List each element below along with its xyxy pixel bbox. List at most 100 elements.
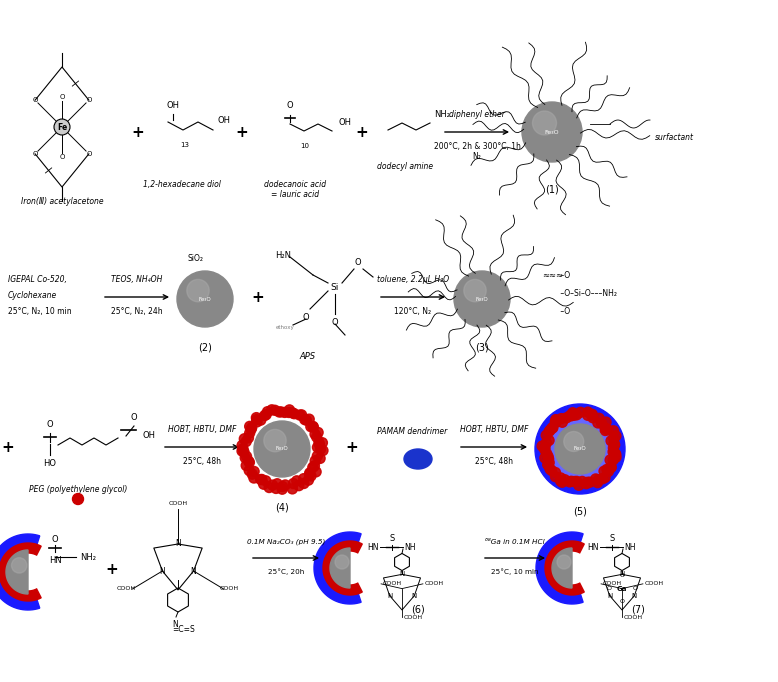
Circle shape xyxy=(566,476,576,486)
Circle shape xyxy=(251,413,261,423)
Circle shape xyxy=(251,415,261,425)
Circle shape xyxy=(187,280,209,302)
Text: O: O xyxy=(303,313,310,322)
Circle shape xyxy=(257,475,267,484)
Circle shape xyxy=(608,455,619,465)
Text: O: O xyxy=(86,151,92,157)
Circle shape xyxy=(299,479,309,488)
Circle shape xyxy=(593,477,602,488)
Text: dodecanoic acid
= lauric acid: dodecanoic acid = lauric acid xyxy=(264,180,326,199)
Text: S: S xyxy=(609,534,615,543)
Circle shape xyxy=(602,464,612,475)
Circle shape xyxy=(545,464,555,474)
Text: O: O xyxy=(131,413,137,422)
Text: COOH: COOH xyxy=(624,614,643,620)
Text: =C=S: =C=S xyxy=(172,625,194,634)
Circle shape xyxy=(583,411,593,420)
Circle shape xyxy=(256,475,266,484)
Circle shape xyxy=(241,451,251,461)
Circle shape xyxy=(556,413,566,424)
Circle shape xyxy=(587,410,597,420)
Circle shape xyxy=(289,409,300,419)
Text: O: O xyxy=(286,101,293,110)
Circle shape xyxy=(264,430,286,451)
Circle shape xyxy=(289,479,298,488)
Circle shape xyxy=(544,435,554,445)
Text: COOH: COOH xyxy=(383,581,402,587)
Circle shape xyxy=(581,479,591,489)
Polygon shape xyxy=(545,541,584,595)
Circle shape xyxy=(565,477,575,487)
Circle shape xyxy=(314,438,324,447)
Circle shape xyxy=(557,417,567,428)
Circle shape xyxy=(244,421,254,432)
Text: 200°C, 2h & 300°C, 1h
N₂: 200°C, 2h & 300°C, 1h N₂ xyxy=(433,142,520,162)
Circle shape xyxy=(594,475,603,485)
Circle shape xyxy=(280,407,289,417)
Circle shape xyxy=(608,433,619,443)
Circle shape xyxy=(237,441,247,450)
Circle shape xyxy=(611,431,621,441)
Text: (5): (5) xyxy=(573,507,587,517)
Circle shape xyxy=(585,477,595,487)
Circle shape xyxy=(300,415,310,425)
Circle shape xyxy=(256,415,266,425)
Text: N: N xyxy=(175,539,180,548)
Text: N: N xyxy=(191,567,197,576)
Text: Fe₃O: Fe₃O xyxy=(275,447,289,451)
Circle shape xyxy=(271,484,281,494)
Circle shape xyxy=(564,432,584,451)
Circle shape xyxy=(540,453,550,463)
Text: +: + xyxy=(236,125,248,140)
Circle shape xyxy=(543,451,553,462)
Text: +: + xyxy=(106,563,118,578)
Circle shape xyxy=(303,475,314,485)
Circle shape xyxy=(544,458,554,468)
Circle shape xyxy=(601,417,611,427)
Polygon shape xyxy=(0,534,40,610)
Circle shape xyxy=(276,407,286,417)
Text: IGEPAL Co-520,: IGEPAL Co-520, xyxy=(8,274,67,284)
Circle shape xyxy=(597,418,607,428)
Circle shape xyxy=(12,558,27,573)
Text: 13: 13 xyxy=(180,142,190,148)
Circle shape xyxy=(270,405,280,415)
Circle shape xyxy=(177,271,233,327)
Circle shape xyxy=(244,466,254,475)
Polygon shape xyxy=(0,543,41,601)
Text: Fe₃O: Fe₃O xyxy=(573,447,587,451)
Text: 0.1M Na₂CO₃ (pH 9.5): 0.1M Na₂CO₃ (pH 9.5) xyxy=(247,539,325,545)
Text: O: O xyxy=(331,318,338,327)
Polygon shape xyxy=(314,532,361,604)
Circle shape xyxy=(608,447,618,457)
Text: (2): (2) xyxy=(198,342,212,352)
Text: HN: HN xyxy=(367,542,379,552)
Circle shape xyxy=(249,466,259,477)
Text: ⁶⁸Ga in 0.1M HCl: ⁶⁸Ga in 0.1M HCl xyxy=(485,539,545,545)
Text: O: O xyxy=(619,573,625,578)
Text: 25°C, 48h: 25°C, 48h xyxy=(475,457,513,466)
Text: TEOS, NH₄OH: TEOS, NH₄OH xyxy=(111,275,163,284)
Circle shape xyxy=(262,406,272,417)
Circle shape xyxy=(551,415,561,425)
Text: OH: OH xyxy=(166,101,180,110)
Circle shape xyxy=(545,425,555,435)
Circle shape xyxy=(247,423,257,432)
Circle shape xyxy=(555,473,566,483)
Circle shape xyxy=(577,477,587,486)
Circle shape xyxy=(591,474,601,484)
Circle shape xyxy=(572,410,582,420)
Circle shape xyxy=(240,453,251,463)
Polygon shape xyxy=(552,548,572,588)
Circle shape xyxy=(601,423,610,433)
Circle shape xyxy=(547,423,557,433)
Circle shape xyxy=(566,411,576,421)
Text: N: N xyxy=(172,620,178,629)
Circle shape xyxy=(244,456,254,466)
Circle shape xyxy=(541,449,552,459)
Circle shape xyxy=(294,481,304,490)
Circle shape xyxy=(261,476,271,486)
Circle shape xyxy=(239,447,249,457)
Circle shape xyxy=(605,455,615,465)
Text: HOBT, HBTU, DMF: HOBT, HBTU, DMF xyxy=(168,425,237,434)
